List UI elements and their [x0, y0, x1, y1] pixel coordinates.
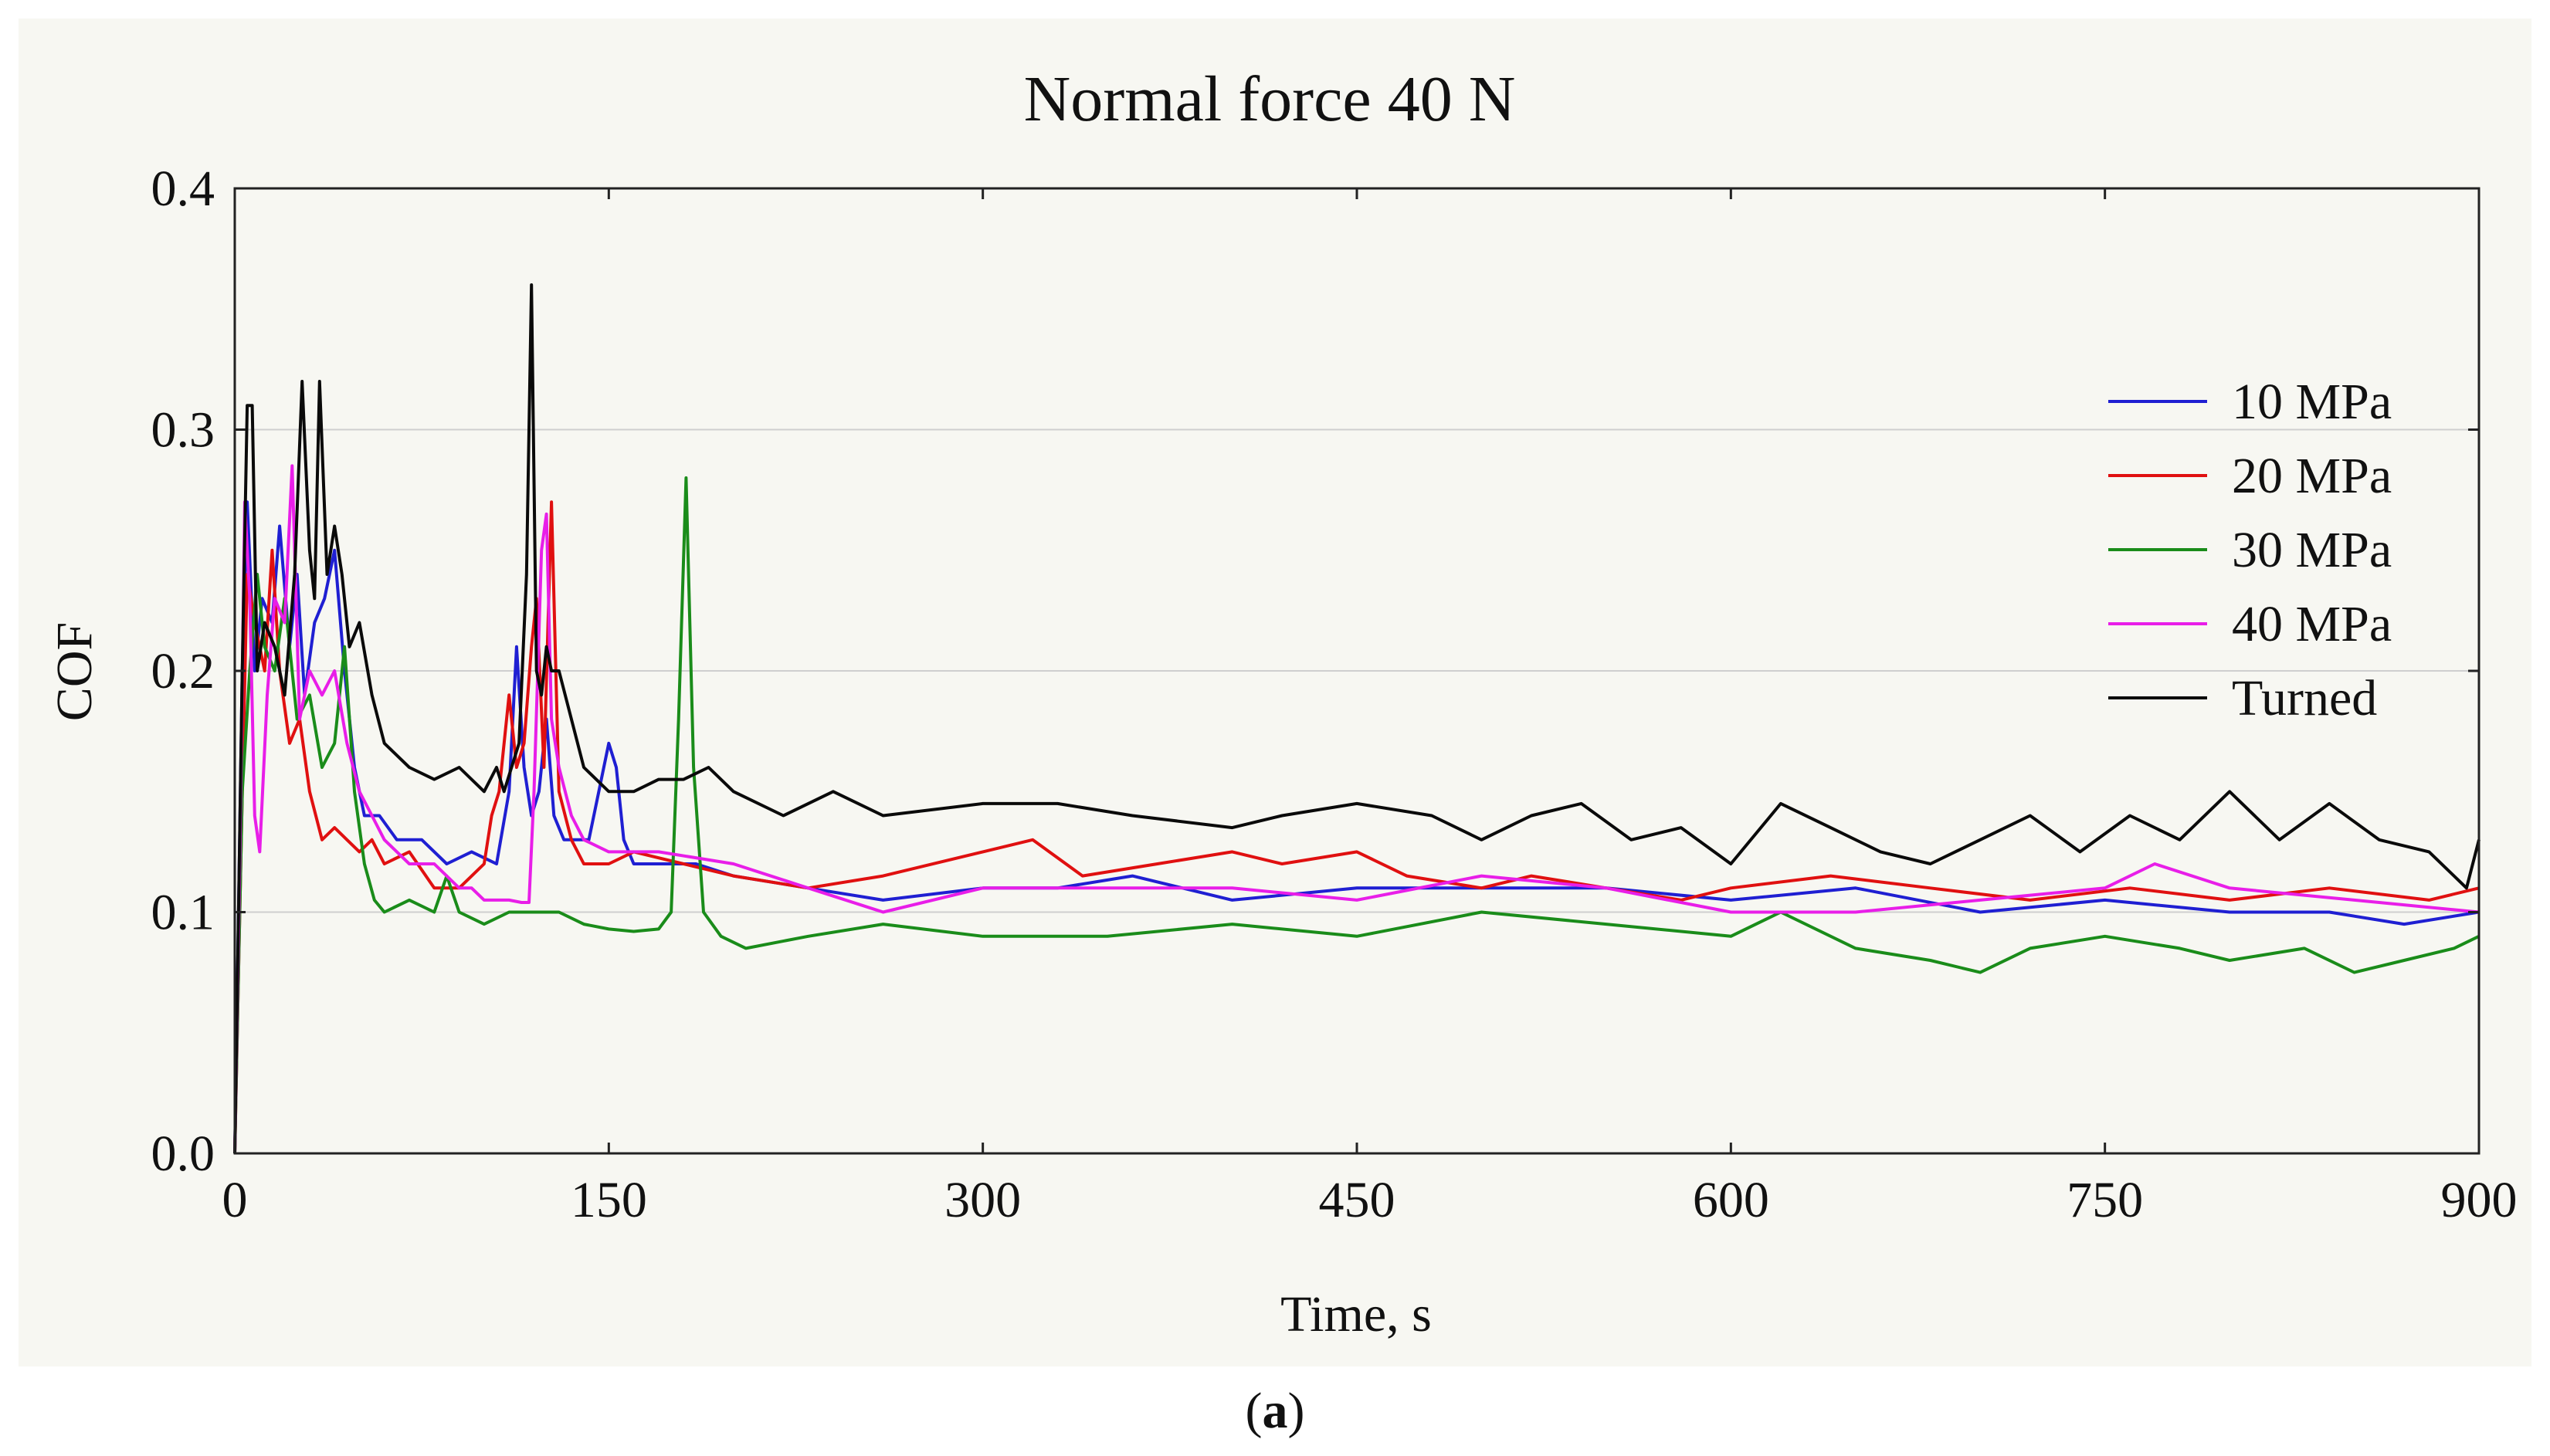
- line-chart: Normal force 40 N 0.0 0.1 0.2 0.3 0.4 0 150 30…: [46, 63, 2518, 1343]
- legend-label: 40 MPa: [2232, 596, 2392, 652]
- y-tick-label: 0.4: [151, 161, 215, 217]
- legend-label: 20 MPa: [2232, 448, 2392, 504]
- x-tick-label: 450: [1319, 1172, 1395, 1228]
- series-line-turned: [233, 283, 2480, 1154]
- chart-title: Normal force 40 N: [1024, 63, 1516, 135]
- x-tick-label: 0: [222, 1172, 248, 1228]
- x-tick-label: 150: [571, 1172, 647, 1228]
- series-line-40-mpa: [233, 464, 2480, 1154]
- legend-label: 10 MPa: [2232, 374, 2392, 430]
- x-tick-label: 600: [1693, 1172, 1769, 1228]
- caption-letter: a: [1262, 1383, 1288, 1439]
- x-tick-label: 900: [2441, 1172, 2518, 1228]
- y-axis-label: COF: [46, 622, 103, 721]
- legend-label: Turned: [2232, 670, 2377, 726]
- figure-panel: [19, 19, 2531, 1366]
- x-tick-label: 750: [2067, 1172, 2143, 1228]
- series-line-10-mpa: [233, 500, 2480, 1154]
- x-axis: 0 150 300 450 600 750 900: [222, 188, 2518, 1228]
- y-tick-label: 0.2: [151, 643, 215, 699]
- legend-label: 30 MPa: [2232, 522, 2392, 578]
- y-tick-label: 0.0: [151, 1126, 215, 1182]
- y-axis: 0.0 0.1 0.2 0.3 0.4: [151, 161, 2479, 1182]
- legend: 10 MPa 20 MPa 30 MPa 40 MPa Turned: [2108, 374, 2392, 726]
- y-gridlines: [235, 428, 2479, 913]
- series-line-20-mpa: [233, 500, 2480, 1154]
- series-lines: [233, 283, 2480, 1154]
- y-tick-label: 0.1: [151, 885, 215, 941]
- figure-caption: (a): [1245, 1383, 1305, 1439]
- y-tick-label: 0.3: [151, 402, 215, 459]
- series-line-30-mpa: [233, 476, 2480, 1154]
- x-tick-label: 300: [944, 1172, 1021, 1228]
- x-axis-label: Time, s: [1280, 1286, 1432, 1343]
